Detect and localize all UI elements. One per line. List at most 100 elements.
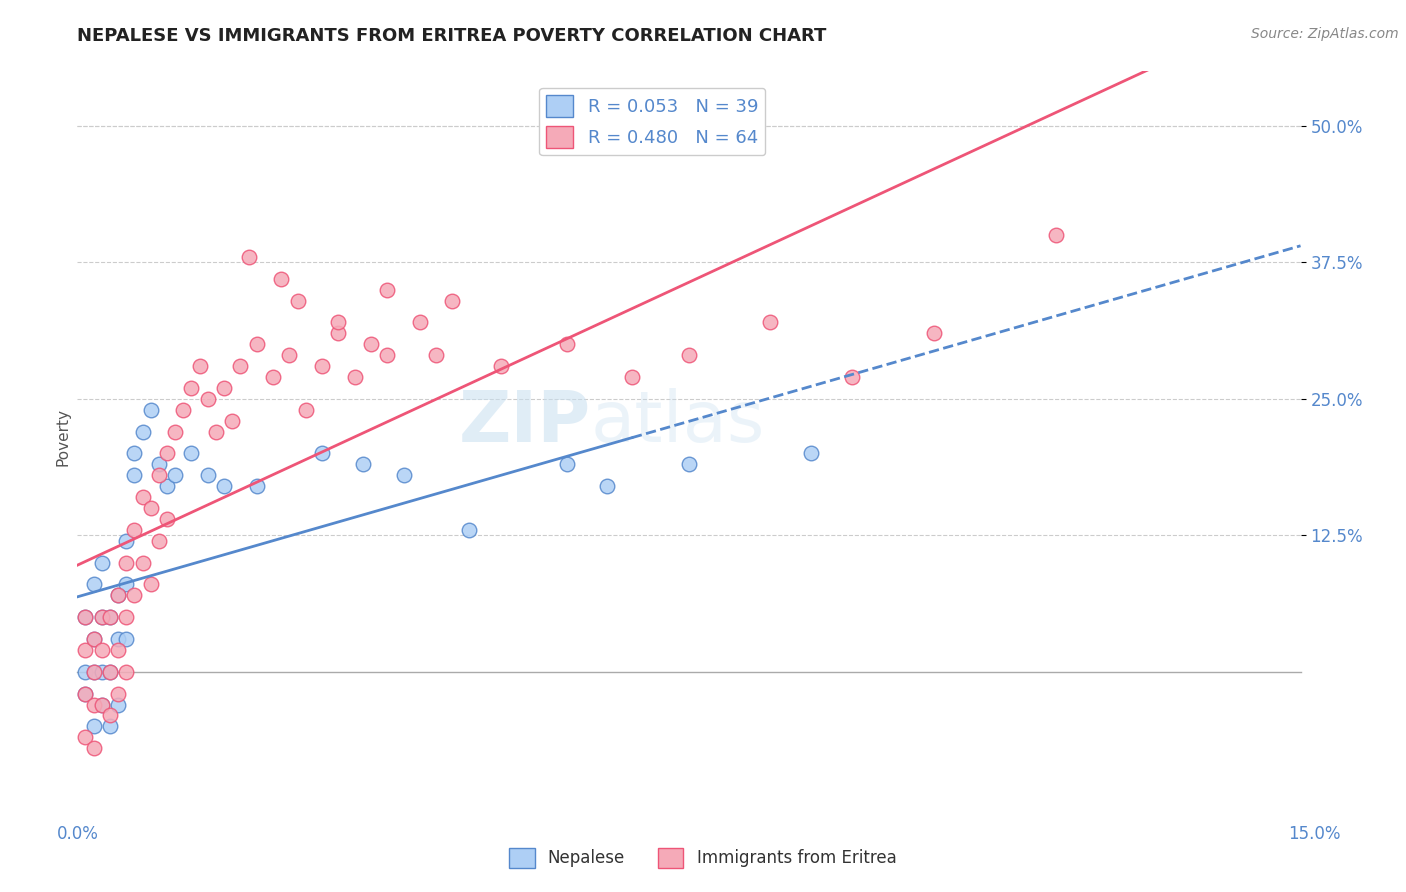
Point — [107, 687, 129, 701]
Point — [107, 643, 129, 657]
Text: ZIP: ZIP — [458, 388, 591, 457]
Point — [139, 402, 162, 417]
Point — [375, 283, 398, 297]
Point — [555, 337, 578, 351]
Point — [98, 719, 121, 733]
Point — [759, 315, 782, 329]
Point — [98, 665, 121, 679]
Point — [800, 446, 823, 460]
Point — [180, 381, 202, 395]
Point — [107, 588, 129, 602]
Point — [90, 610, 112, 624]
Point — [841, 370, 863, 384]
Point — [124, 446, 146, 460]
Point — [212, 479, 235, 493]
Point — [115, 577, 138, 591]
Point — [115, 632, 138, 646]
Point — [115, 533, 138, 548]
Point — [620, 370, 643, 384]
Point — [197, 392, 219, 406]
Point — [139, 501, 162, 516]
Point — [107, 632, 129, 646]
Legend: Nepalese, Immigrants from Eritrea: Nepalese, Immigrants from Eritrea — [503, 841, 903, 875]
Point — [83, 577, 105, 591]
Point — [131, 425, 153, 439]
Point — [148, 468, 170, 483]
Point — [75, 731, 97, 745]
Point — [262, 370, 284, 384]
Point — [246, 479, 269, 493]
Point — [311, 446, 333, 460]
Point — [246, 337, 269, 351]
Point — [148, 533, 170, 548]
Point — [139, 577, 162, 591]
Point — [98, 610, 121, 624]
Point — [555, 458, 578, 472]
Point — [90, 556, 112, 570]
Point — [75, 643, 97, 657]
Point — [343, 370, 366, 384]
Point — [205, 425, 228, 439]
Text: Source: ZipAtlas.com: Source: ZipAtlas.com — [1251, 27, 1399, 41]
Point — [491, 359, 513, 373]
Text: 0.0%: 0.0% — [56, 825, 98, 843]
Text: NEPALESE VS IMMIGRANTS FROM ERITREA POVERTY CORRELATION CHART: NEPALESE VS IMMIGRANTS FROM ERITREA POVE… — [77, 27, 827, 45]
Point — [156, 479, 179, 493]
Point — [75, 687, 97, 701]
Point — [425, 348, 447, 362]
Point — [75, 610, 97, 624]
Point — [352, 458, 374, 472]
Point — [131, 556, 153, 570]
Point — [90, 698, 112, 712]
Point — [165, 468, 187, 483]
Point — [156, 512, 179, 526]
Point — [287, 293, 309, 308]
Point — [270, 272, 292, 286]
Point — [83, 632, 105, 646]
Point — [148, 458, 170, 472]
Point — [90, 665, 112, 679]
Point — [212, 381, 235, 395]
Point — [156, 446, 179, 460]
Point — [172, 402, 194, 417]
Point — [83, 632, 105, 646]
Legend: R = 0.053   N = 39, R = 0.480   N = 64: R = 0.053 N = 39, R = 0.480 N = 64 — [538, 87, 765, 155]
Point — [115, 610, 138, 624]
Point — [75, 687, 97, 701]
Point — [115, 665, 138, 679]
Point — [221, 414, 243, 428]
Point — [1045, 228, 1067, 243]
Point — [922, 326, 945, 341]
Point — [360, 337, 382, 351]
Point — [328, 315, 350, 329]
Point — [124, 468, 146, 483]
Point — [90, 698, 112, 712]
Point — [75, 610, 97, 624]
Point — [115, 556, 138, 570]
Point — [131, 490, 153, 504]
Point — [107, 588, 129, 602]
Point — [124, 523, 146, 537]
Point — [197, 468, 219, 483]
Point — [90, 643, 112, 657]
Point — [107, 698, 129, 712]
Point — [98, 665, 121, 679]
Text: atlas: atlas — [591, 388, 765, 457]
Point — [98, 610, 121, 624]
Point — [83, 665, 105, 679]
Point — [596, 479, 619, 493]
Point — [83, 698, 105, 712]
Point — [294, 402, 316, 417]
Point — [229, 359, 252, 373]
Point — [83, 741, 105, 756]
Point — [441, 293, 464, 308]
Point — [392, 468, 415, 483]
Point — [75, 665, 97, 679]
Point — [83, 719, 105, 733]
Point — [678, 458, 700, 472]
Point — [83, 665, 105, 679]
Point — [180, 446, 202, 460]
Point — [238, 250, 260, 264]
Y-axis label: Poverty: Poverty — [55, 408, 70, 467]
Point — [124, 588, 146, 602]
